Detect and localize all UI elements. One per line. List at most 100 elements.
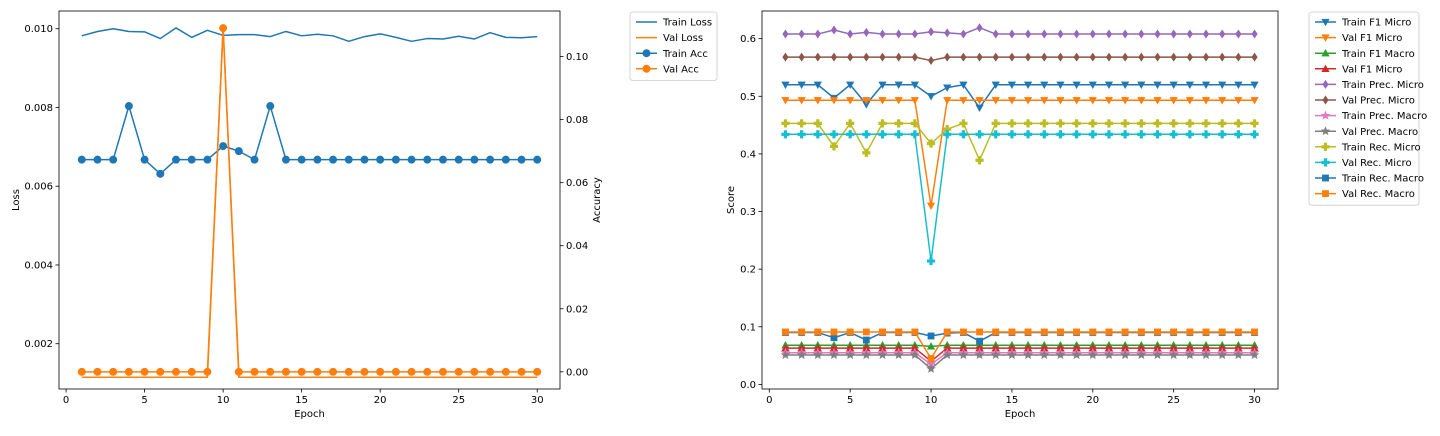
- series-train-acc-2-point-17: [329, 155, 338, 164]
- series-val-rec-micro-9-point-25: [1169, 130, 1178, 139]
- legend-2: Train F1 Micro Val F1 Micro Train F1 Macro…: [1308, 11, 1427, 206]
- series-train-f1-micro-0-point-7: [878, 81, 887, 89]
- series-val-rec-micro-9-point-29: [1234, 130, 1243, 139]
- series-val-prec-macro-7-point-17: [1039, 349, 1050, 360]
- series-val-rec-macro-11-point-13: [976, 328, 983, 336]
- series-train-prec-micro-4-point-29: [1235, 29, 1242, 39]
- series-val-rec-macro-11-point-12: [959, 328, 967, 336]
- series-train-f1-micro-0-point-13: [975, 104, 984, 113]
- series-train-f1-micro-0-point-16: [1023, 81, 1033, 89]
- series-val-prec-micro-5-point-6: [863, 52, 870, 62]
- series-train-f1-micro-0-point-26: [1185, 81, 1194, 89]
- series-val-f1-micro-1-point-23: [1137, 97, 1146, 105]
- y-tick-label: 0.002: [24, 339, 53, 350]
- series-val-acc-3-point-20: [376, 367, 385, 376]
- series-val-f1-micro-1-point-6: [862, 97, 871, 105]
- y2-tick-label: 0.10: [566, 52, 588, 63]
- series-val-prec-macro-7-point-21: [1104, 349, 1114, 360]
- series-val-acc-3-point-16: [313, 367, 322, 376]
- series-val-prec-macro-7-point-4: [829, 349, 839, 360]
- series-val-acc-3-point-30: [533, 367, 542, 376]
- series-val-prec-macro-7-point-16: [1023, 349, 1033, 360]
- series-train-rec-micro-8-point-28: [1218, 119, 1227, 128]
- series-val-acc-3-point-4: [124, 367, 133, 376]
- series-val-acc-3-point-21: [391, 367, 400, 376]
- legend-label: Val F1 Micro: [1342, 33, 1402, 44]
- series-val-acc-3-point-28: [501, 367, 510, 376]
- series-val-f1-micro-1-point-21: [1104, 97, 1114, 105]
- series-train-prec-micro-4-point-17: [1041, 29, 1048, 39]
- series-val-acc-3-point-26: [470, 367, 479, 376]
- legend-label: Val Rec. Macro: [1342, 189, 1415, 200]
- series-train-rec-macro-10-point-10: [927, 332, 935, 340]
- y-tick-label: 0.006: [24, 182, 53, 193]
- series-train-f1-micro-0-point-3: [813, 81, 822, 89]
- series-val-rec-micro-9-point-5: [846, 130, 855, 139]
- y-tick-label: 0.5: [740, 92, 756, 103]
- series-train-rec-micro-8-point-12: [959, 119, 968, 128]
- series-train-acc-2-point-14: [281, 155, 290, 164]
- legend-label: Val Prec. Micro: [1342, 96, 1415, 107]
- series-train-rec-micro-8-point-16: [1023, 119, 1033, 128]
- series-val-f1-micro-1-point-22: [1121, 97, 1130, 105]
- series-val-rec-macro-11-point-1: [782, 328, 789, 336]
- series-val-prec-macro-7-point-11: [942, 349, 952, 360]
- legend-marker-swatch: [642, 49, 651, 58]
- series-train-rec-macro-10-point-13: [976, 337, 983, 345]
- series-val-loss-1-line: [81, 26, 538, 378]
- series-train-prec-micro-4-point-28: [1219, 29, 1226, 39]
- series-val-prec-micro-5-point-1: [782, 52, 789, 62]
- series-val-prec-macro-7-point-7: [877, 349, 888, 360]
- series-val-prec-micro-5-point-22: [1122, 52, 1129, 62]
- series-train-rec-micro-8-point-25: [1169, 119, 1178, 128]
- series-val-acc-3-point-7: [172, 367, 181, 376]
- series-val-rec-micro-9-point-14: [991, 130, 1000, 139]
- series-val-rec-macro-11-point-14: [992, 328, 1000, 336]
- y2-tick-label: 0.06: [566, 178, 588, 189]
- series-val-prec-macro-7-point-18: [1055, 349, 1066, 360]
- series-val-f1-micro-1-point-30: [1250, 97, 1259, 105]
- series-val-prec-macro-7-point-24: [1152, 349, 1163, 360]
- y-axis-label: Score: [726, 186, 737, 214]
- legend-marker-swatch: [1321, 34, 1330, 42]
- series-val-prec-micro-5-line: [785, 56, 1255, 62]
- series-train-acc-2-point-11: [234, 147, 243, 156]
- legend-marker-swatch: [1321, 64, 1330, 72]
- x-tick-label: 30: [531, 395, 544, 406]
- series-train-rec-micro-8-point-29: [1234, 119, 1243, 128]
- series-val-rec-macro-11-point-28: [1218, 328, 1226, 336]
- series-val-prec-micro-5-point-27: [1202, 52, 1210, 62]
- series-train-f1-micro-0-point-10: [926, 93, 936, 101]
- series-val-rec-micro-9-point-20: [1088, 130, 1097, 139]
- legend-label: Train Prec. Macro: [1341, 111, 1427, 122]
- series-val-f1-micro-1-point-3: [813, 97, 822, 105]
- series-train-f1-macro-2-point-10: [926, 342, 936, 350]
- legend-label: Val Rec. Micro: [1342, 158, 1412, 169]
- series-train-prec-micro-4-point-14: [992, 29, 999, 39]
- y2-tick-label: 0.02: [566, 304, 588, 315]
- series-train-rec-micro-8-point-9: [910, 119, 919, 128]
- legend-marker-swatch: [1322, 174, 1329, 182]
- series-val-prec-macro-7-point-13: [974, 349, 985, 360]
- series-train-f1-micro-0-point-12: [959, 81, 968, 89]
- series-val-rec-micro-9-point-7: [878, 130, 887, 139]
- series-val-rec-micro-9-point-18: [1056, 130, 1065, 139]
- series-val-acc-3-point-18: [344, 367, 353, 376]
- legend-entry: Train F1 Macro: [1315, 49, 1415, 60]
- series-val-prec-macro-7-point-25: [1168, 349, 1179, 360]
- series-val-acc-3-point-24: [438, 367, 447, 376]
- series-val-f1-micro-1-point-8: [894, 97, 903, 105]
- series-val-acc-3-point-8: [187, 367, 196, 376]
- series-val-prec-macro-7-point-14: [990, 349, 1001, 360]
- x-tick-label: 15: [1006, 395, 1019, 406]
- plot-area: [780, 23, 1260, 373]
- series-val-prec-macro-7-point-30: [1249, 349, 1260, 360]
- legend-entry: Train Loss: [636, 18, 712, 29]
- series-train-prec-micro-4-point-10: [927, 27, 935, 37]
- series-val-prec-macro-7-point-3: [813, 349, 823, 360]
- series-val-prec-macro-7-point-2: [796, 349, 807, 360]
- series-val-prec-macro-7-point-10: [926, 363, 936, 373]
- series-train-f1-micro-0-point-28: [1218, 81, 1227, 89]
- series-train-acc-2-point-26: [470, 155, 479, 164]
- series-val-prec-macro-7-point-28: [1217, 349, 1227, 360]
